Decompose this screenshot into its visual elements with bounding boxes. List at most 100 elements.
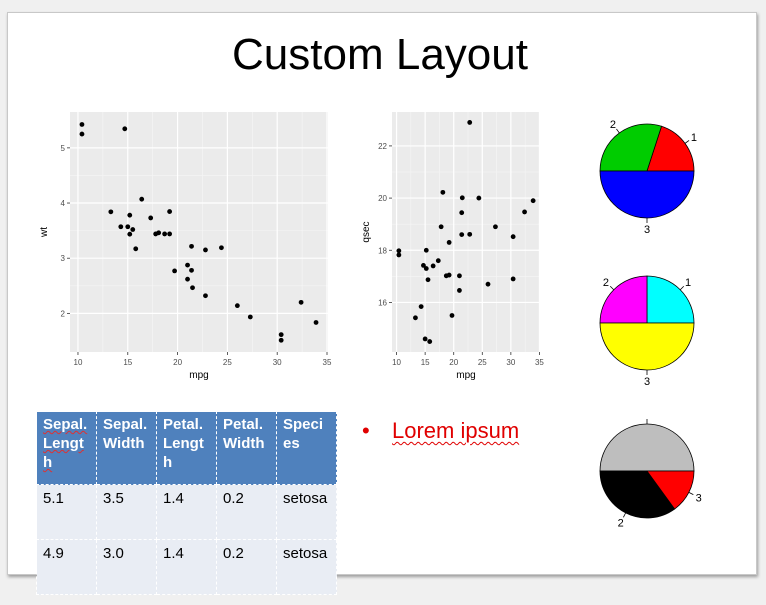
y-tick-label: 4 (61, 199, 66, 208)
data-point (278, 332, 284, 338)
data-point (203, 293, 208, 299)
x-tick-label: 30 (506, 358, 515, 367)
y-tick-label: 20 (378, 194, 387, 203)
data-point (298, 299, 304, 305)
x-tick-label: 25 (478, 358, 487, 367)
table-cell[interactable]: 3.0 (96, 539, 157, 595)
x-tick-label: 20 (449, 358, 458, 367)
x-tick-label: 15 (123, 358, 132, 367)
pie-chart-2[interactable]: 1 2 3 (585, 270, 710, 385)
data-point (79, 122, 85, 127)
pie-label: 1 (691, 132, 697, 144)
data-point (190, 285, 195, 291)
data-point (522, 209, 527, 215)
slide-title[interactable]: Custom Layout (232, 30, 528, 79)
table-cell[interactable]: 0.2 (216, 539, 277, 595)
pie-label: 2 (603, 277, 609, 289)
data-table[interactable]: Sepal.Length Sepal.Width Petal.Length Pe… (36, 411, 337, 595)
pie-label: 3 (644, 224, 650, 233)
data-point (423, 266, 429, 271)
data-point (247, 314, 253, 320)
table-cell[interactable]: 1.4 (156, 484, 217, 540)
table-cell[interactable]: 5.1 (36, 484, 97, 540)
table-cell[interactable]: 0.2 (216, 484, 277, 540)
data-point (127, 231, 133, 237)
pie-label-tick (688, 491, 694, 495)
pie-label: 2 (618, 518, 624, 530)
data-point (203, 247, 208, 253)
data-point (422, 336, 428, 342)
bullet-text[interactable]: Lorem ipsum (392, 418, 520, 443)
pie-slice (599, 170, 695, 219)
data-point (189, 267, 194, 273)
x-tick-label: 20 (173, 358, 182, 367)
data-point (459, 210, 465, 216)
data-point (139, 196, 145, 202)
pie-slice (599, 470, 676, 519)
table-cell[interactable]: setosa (276, 484, 337, 540)
header-petal-width[interactable]: Petal.Width (216, 411, 277, 485)
pie-label: 1 (644, 418, 650, 420)
data-point (449, 313, 455, 318)
data-point (413, 315, 418, 321)
pie-slice (599, 322, 695, 371)
pie-chart-1[interactable]: 1 2 3 (585, 118, 710, 233)
pie-label: 3 (696, 492, 702, 504)
data-point (278, 337, 284, 343)
x-tick-label: 25 (223, 358, 232, 367)
plot-panel (70, 112, 328, 352)
table-cell[interactable]: setosa (276, 539, 337, 595)
x-axis-label: mpg (189, 370, 208, 381)
y-tick-label: 18 (378, 246, 387, 255)
pie-chart-3[interactable]: 1 2 3 (585, 418, 710, 533)
data-point (427, 339, 433, 344)
header-petal-length[interactable]: Petal.Length (156, 411, 217, 485)
x-tick-label: 10 (392, 358, 401, 367)
data-point (79, 131, 85, 137)
data-point (457, 288, 462, 293)
header-species[interactable]: Species (276, 411, 337, 485)
table-header-row: Sepal.Length Sepal.Width Petal.Length Pe… (36, 411, 337, 485)
x-tick-label: 15 (421, 358, 430, 367)
y-tick-label: 16 (378, 298, 387, 307)
data-point (189, 243, 194, 249)
data-point (167, 231, 173, 237)
data-point (313, 320, 319, 325)
table-cell[interactable]: 3.5 (96, 484, 157, 540)
data-point (467, 231, 473, 237)
header-sepal-length[interactable]: Sepal.Length (36, 411, 97, 485)
pie-label: 3 (644, 376, 650, 385)
table-cell[interactable]: 4.9 (36, 539, 97, 595)
header-label: Sepal.Width (103, 416, 148, 452)
data-point (438, 224, 444, 230)
data-point (396, 248, 402, 254)
pie-label: 2 (610, 119, 616, 131)
scatter-plot-mpg-wt[interactable]: 10 15 20 25 30 35 2 3 4 5 mpg wt (30, 105, 340, 390)
table-row: 4.9 3.0 1.4 0.2 setosa (36, 539, 337, 595)
table-cell[interactable]: 1.4 (156, 539, 217, 595)
data-point (435, 258, 441, 264)
header-sepal-width[interactable]: Sepal.Width (96, 411, 157, 485)
pie-label: 1 (685, 277, 691, 289)
data-point (485, 281, 491, 287)
data-point (130, 227, 136, 232)
x-axis-label: mpg (456, 370, 475, 381)
scatter-plot-mpg-qsec[interactable]: 10 15 20 25 30 35 16 18 20 22 mpg qsec (356, 105, 551, 390)
y-tick-label: 5 (61, 144, 66, 153)
data-point (446, 272, 452, 278)
data-point (430, 263, 436, 269)
y-tick-label: 22 (378, 142, 387, 151)
y-tick-label: 3 (61, 254, 66, 263)
data-point (530, 198, 536, 204)
data-point (133, 246, 139, 252)
data-point (153, 231, 159, 237)
y-axis-label: qsec (361, 221, 372, 242)
data-point (185, 276, 190, 282)
bullet-marker: • (362, 418, 370, 443)
x-tick-label: 30 (273, 358, 282, 367)
pie-slice (646, 125, 695, 172)
header-label: Species (283, 416, 324, 452)
x-tick-label: 10 (74, 358, 83, 367)
data-point (423, 247, 429, 253)
header-label: Sepal.Length (43, 416, 88, 471)
